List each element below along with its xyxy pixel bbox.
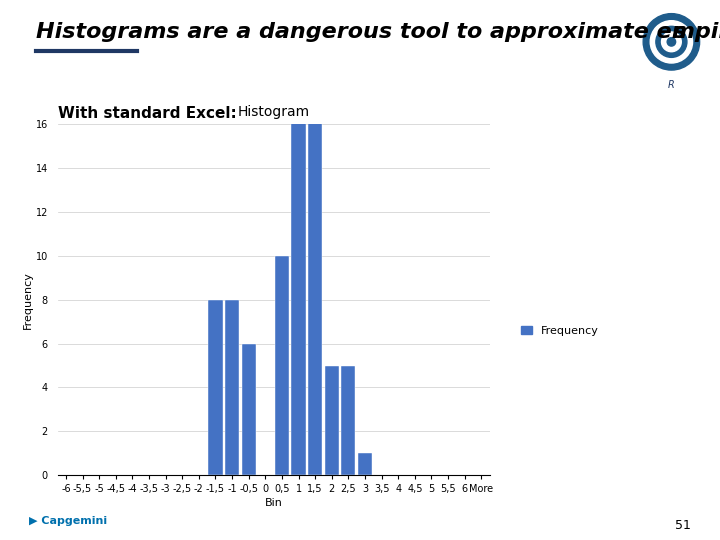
Bar: [341, 366, 356, 475]
Circle shape: [656, 26, 687, 57]
Text: s: s: [673, 22, 686, 42]
Bar: [208, 300, 222, 475]
Bar: [308, 0, 322, 475]
Text: R: R: [668, 80, 675, 90]
Y-axis label: Frequency: Frequency: [23, 271, 32, 329]
Bar: [325, 366, 339, 475]
Legend: Frequency: Frequency: [517, 321, 603, 340]
Title: Histogram: Histogram: [238, 105, 310, 119]
Bar: [225, 300, 239, 475]
Text: 51: 51: [675, 519, 691, 532]
Circle shape: [667, 38, 675, 46]
Circle shape: [662, 32, 681, 52]
Text: ▶ Capgemini: ▶ Capgemini: [29, 516, 107, 526]
Bar: [275, 256, 289, 475]
Circle shape: [643, 14, 700, 70]
Bar: [242, 343, 256, 475]
Bar: [292, 0, 305, 475]
Text: Histograms are a dangerous tool to approximate empirical p: Histograms are a dangerous tool to appro…: [36, 22, 720, 42]
X-axis label: Bin: Bin: [265, 498, 282, 508]
Bar: [358, 453, 372, 475]
Circle shape: [650, 21, 693, 63]
Text: With standard Excel:: With standard Excel:: [58, 106, 236, 122]
